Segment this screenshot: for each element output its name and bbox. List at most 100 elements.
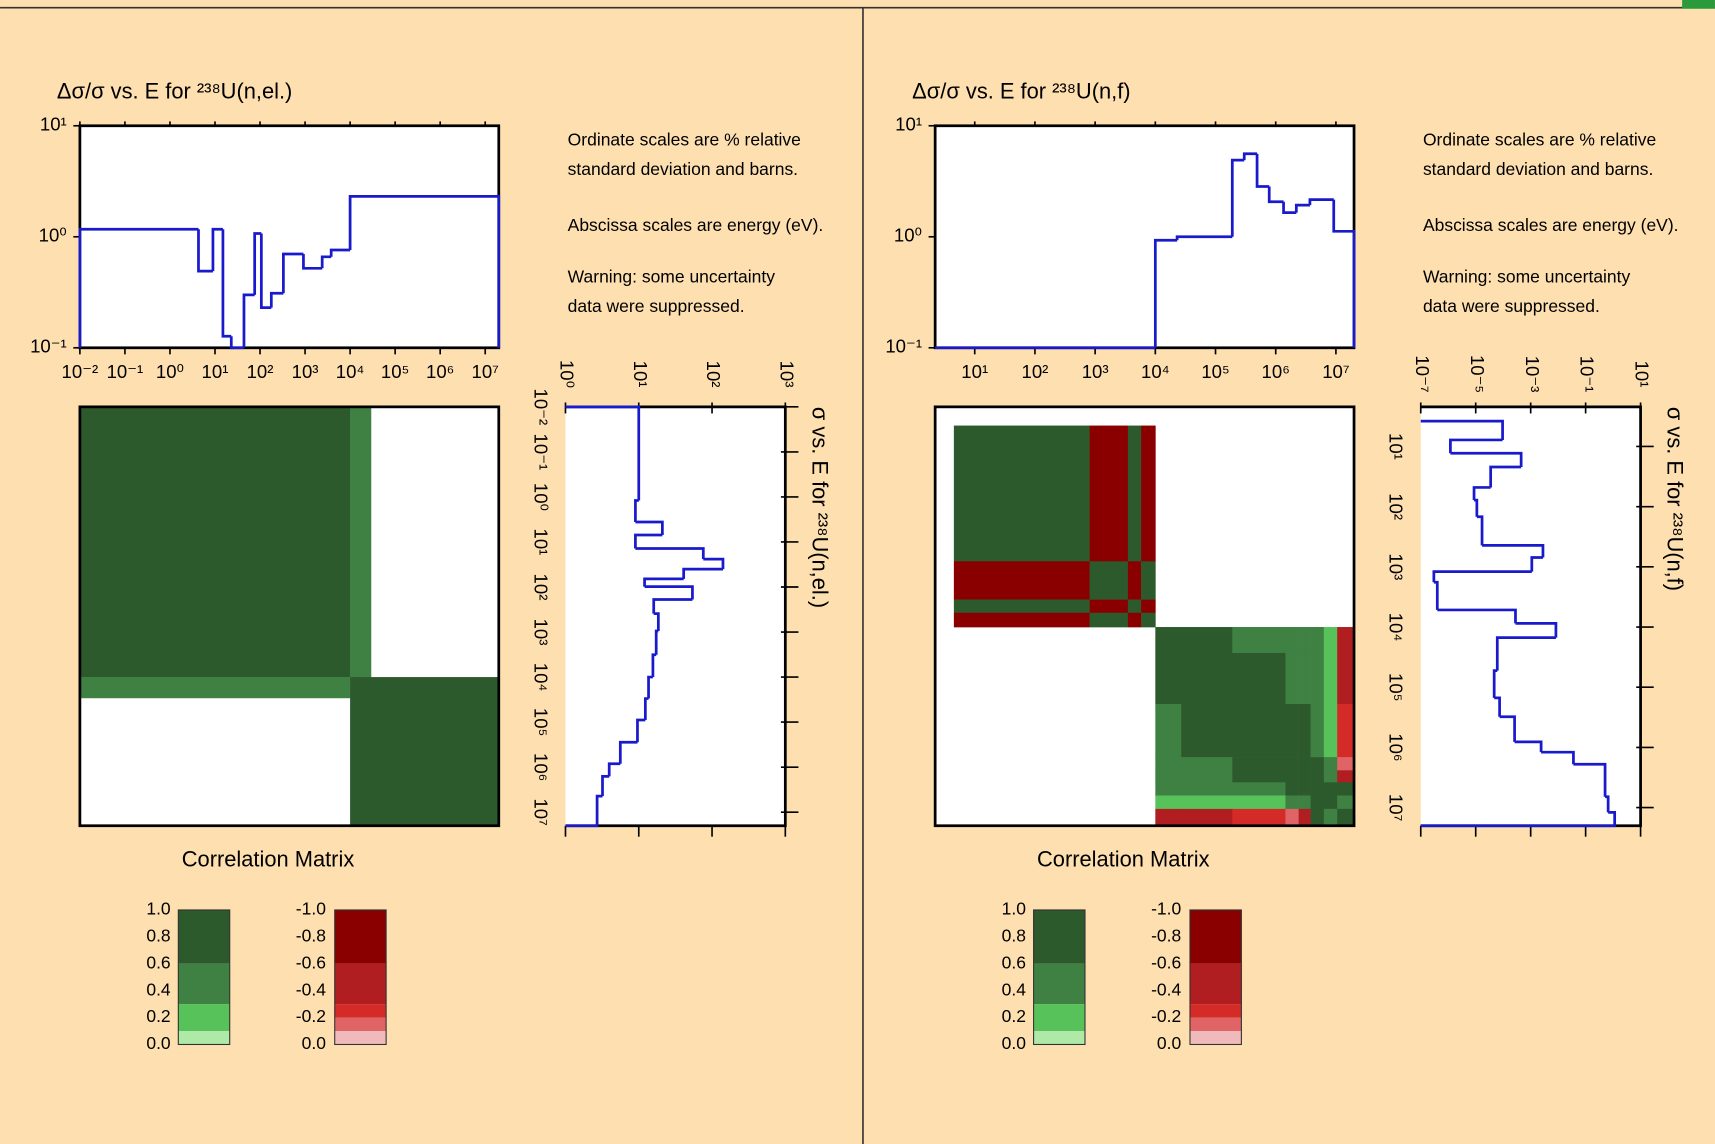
legend-label: -0.6: [296, 952, 326, 972]
matrix-cell: [1127, 612, 1142, 628]
cross-section-step: [682, 567, 723, 579]
plot-title: σ vs. E for ²³⁸U(n,f): [1663, 407, 1688, 591]
matrix-cell: [1141, 612, 1156, 628]
matrix-cell: [1323, 808, 1338, 827]
matrix-cell: [1310, 652, 1325, 705]
x-tick-label: 10⁻²: [62, 361, 99, 382]
matrix-frame: [78, 405, 501, 828]
matrix-cell: [1298, 652, 1311, 705]
matrix-cell: [1232, 627, 1286, 654]
legend-label: 1.0: [1002, 899, 1027, 919]
y-tick-label: 10⁶: [530, 753, 551, 781]
matrix-frame: [933, 405, 1356, 828]
matrix-cell: [1323, 770, 1338, 783]
uncertainty-step: [1332, 199, 1356, 348]
plot-title: σ vs. E for ²³⁸U(n,el.): [807, 407, 832, 608]
matrix-cell: [359, 406, 372, 678]
uncertainty-step: [1267, 186, 1284, 204]
matrix-cell: [1337, 795, 1355, 810]
cross-section-step: [1495, 636, 1556, 671]
uncertainty-step: [1153, 238, 1178, 348]
note: data were suppressed.: [568, 296, 745, 316]
x-tick-label: 10⁵: [1201, 361, 1229, 382]
matrix-cell: [1285, 627, 1299, 654]
note: Warning: some uncertainty: [1423, 266, 1631, 286]
cross-section-step: [654, 629, 659, 655]
y-tick-label: 10⁵: [1386, 673, 1407, 701]
legend-band: [334, 909, 387, 964]
uncertainty-step: [1308, 198, 1334, 206]
x-tick-label: 10¹: [630, 361, 651, 388]
cross-section-step: [601, 774, 610, 797]
note: Ordinate scales are % relative: [1423, 130, 1656, 150]
cross-section-step: [647, 675, 653, 699]
matrix-cell: [1298, 795, 1311, 810]
cross-section-step: [1420, 811, 1617, 828]
x-tick-label: 10⁻¹: [107, 361, 144, 382]
legend-label: 0.2: [146, 1006, 170, 1026]
cross-section-step: [635, 520, 664, 535]
cross-section-step: [565, 405, 641, 501]
matrix-cell: [953, 612, 1090, 628]
matrix-cell: [1155, 704, 1182, 758]
legend-label: 0.0: [1157, 1033, 1182, 1053]
y-tick-label: 10⁻²: [530, 389, 551, 426]
y-tick-label: 10⁵: [530, 708, 551, 736]
note: standard deviation and barns.: [568, 159, 798, 179]
x-tick-label: 10³: [292, 361, 319, 382]
uncertainty-step: [211, 227, 223, 272]
matrix-cell: [1310, 782, 1325, 796]
matrix-cell: [359, 697, 372, 827]
legend-band: [1033, 909, 1085, 964]
legend-label: -0.8: [296, 925, 326, 945]
uncertainty-step: [197, 229, 213, 273]
matrix-cell: [1127, 599, 1142, 614]
matrix-cell: [1323, 652, 1338, 705]
cross-section-step: [643, 577, 684, 587]
cross-section-step: [1530, 556, 1543, 572]
matrix-cell: [79, 406, 351, 678]
matrix-cell: [1298, 782, 1311, 796]
matrix-cell: [1298, 704, 1311, 758]
matrix-cell: [1155, 795, 1182, 810]
x-tick-label: 10⁷: [472, 361, 499, 382]
uncertainty-step: [269, 291, 284, 308]
cross-section-step: [1515, 622, 1558, 638]
uncertainty-step: [348, 195, 501, 348]
matrix-cell: [1181, 782, 1233, 796]
matrix-cell: [350, 697, 361, 827]
legend-band: [178, 1031, 230, 1045]
note: standard deviation and barns.: [1423, 159, 1653, 179]
matrix-cell: [1232, 782, 1286, 796]
note: data were suppressed.: [1423, 296, 1600, 316]
matrix-cell: [1337, 704, 1355, 758]
cross-section-step: [634, 499, 639, 522]
uncertainty-step: [320, 255, 332, 269]
cross-section-step: [634, 533, 663, 549]
cross-section-step: [618, 740, 638, 764]
cross-section-step: [1449, 438, 1503, 454]
matrix-cell: [1298, 757, 1311, 771]
matrix-cell: [1232, 652, 1286, 705]
legend-label: -0.8: [1151, 925, 1181, 945]
matrix-cell: [953, 599, 1090, 614]
note: Warning: some uncertainty: [568, 266, 776, 286]
matrix-title: Correlation Matrix: [182, 847, 355, 872]
cross-section-step: [1514, 740, 1543, 753]
matrix-cell: [1155, 757, 1182, 771]
legend-frame: [334, 909, 387, 1046]
x-tick-label: 10⁻⁷: [1412, 355, 1433, 392]
matrix-cell: [1337, 627, 1355, 654]
legend-label: -0.6: [1151, 952, 1181, 972]
y-tick-label: 10⁻¹: [885, 336, 922, 357]
matrix-cell: [1337, 808, 1355, 827]
matrix-cell: [1181, 795, 1233, 810]
cross-section-step: [1437, 608, 1517, 624]
x-tick-label: 10⁶: [1262, 361, 1290, 382]
legend-label: 0.8: [1002, 925, 1026, 945]
legend-frame: [1189, 909, 1242, 1046]
legend-band: [178, 963, 230, 1005]
uncertainty-step: [221, 229, 232, 338]
legend-band: [334, 1031, 387, 1045]
